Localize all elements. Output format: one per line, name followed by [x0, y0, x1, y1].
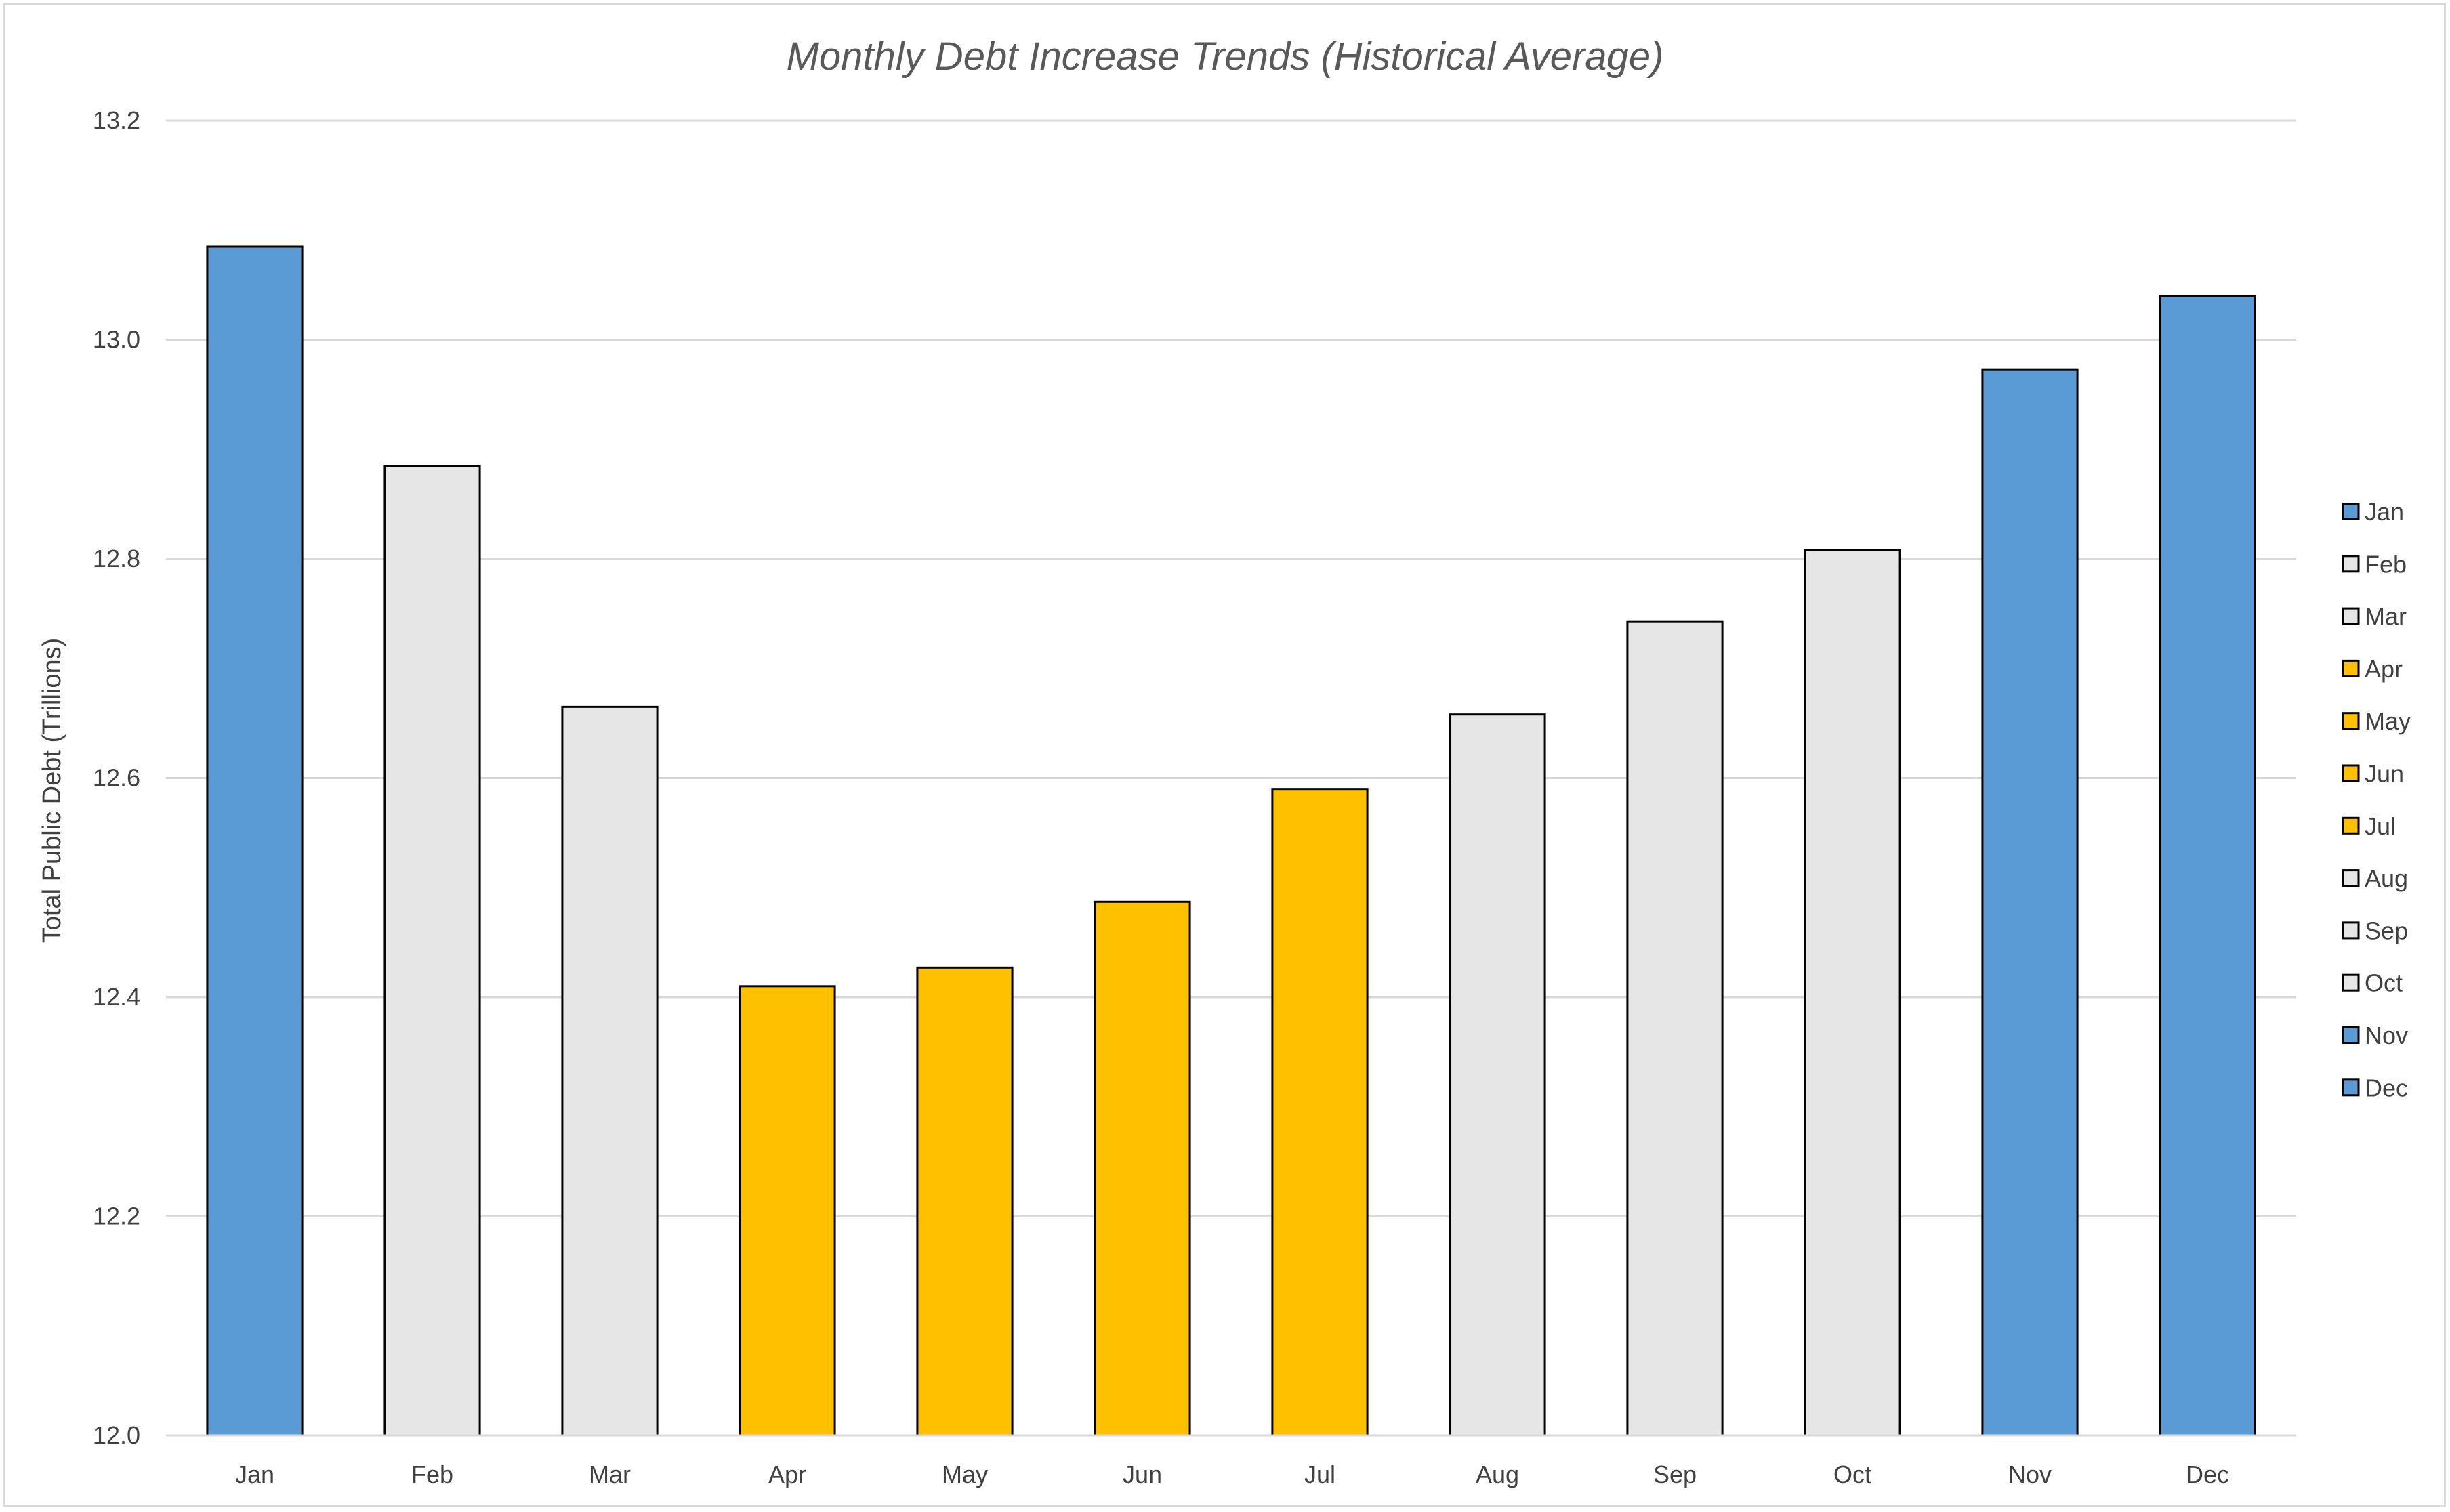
legend-swatch [2342, 1078, 2360, 1097]
y-axis-title: Total Public Debt (Trillions) [38, 638, 66, 944]
y-tick-label: 12.4 [93, 983, 140, 1011]
bar-feb[interactable] [383, 465, 481, 1437]
bar-aug[interactable] [1449, 713, 1546, 1437]
legend-item-mar[interactable]: Mar [2342, 603, 2407, 631]
bar-nov[interactable] [1981, 368, 2079, 1437]
legend-item-jan[interactable]: Jan [2342, 498, 2404, 526]
bar-mar[interactable] [561, 705, 659, 1437]
legend-item-jun[interactable]: Jun [2342, 760, 2404, 788]
legend-item-may[interactable]: May [2342, 707, 2411, 735]
legend-swatch [2342, 973, 2360, 992]
y-tick-label: 12.2 [93, 1202, 140, 1230]
legend-swatch [2342, 921, 2360, 940]
chart-title: Monthly Debt Increase Trends (Historical… [787, 35, 1664, 79]
x-tick-label: May [942, 1461, 988, 1488]
legend-swatch [2342, 1026, 2360, 1044]
y-tick-label: 12.0 [93, 1421, 140, 1449]
legend-label: May [2365, 707, 2411, 735]
y-tick-label: 12.6 [93, 764, 140, 792]
legend-label: Sep [2365, 917, 2408, 944]
bars [206, 245, 2256, 1437]
legend-label: Feb [2365, 550, 2407, 578]
y-tick-label: 12.8 [93, 545, 140, 572]
legend-item-jul[interactable]: Jul [2342, 812, 2396, 840]
chart-frame: Monthly Debt Increase Trends (Historical… [3, 3, 2446, 1507]
legend-swatch [2342, 712, 2360, 730]
legend-label: Oct [2365, 969, 2403, 997]
bar-jun[interactable] [1094, 900, 1191, 1437]
x-tick-label: Sep [1653, 1461, 1697, 1488]
legend-label: Jul [2365, 812, 2396, 840]
legend: Jan Feb Mar Apr May Jun Jul Aug Sep Oct Nov Dec [2342, 498, 2411, 1101]
y-axis-tick-labels: 12.0 12.2 12.4 12.6 12.8 13.0 13.2 [93, 106, 140, 1449]
legend-item-dec[interactable]: Dec [2342, 1074, 2408, 1101]
bar-chart: Monthly Debt Increase Trends (Historical… [38, 35, 2411, 1488]
x-tick-label: Mar [589, 1461, 631, 1488]
legend-item-sep[interactable]: Sep [2342, 917, 2408, 944]
legend-swatch [2342, 607, 2360, 625]
x-tick-label: Feb [411, 1461, 453, 1488]
gridlines [166, 119, 2296, 1217]
x-tick-label: Apr [768, 1461, 806, 1488]
y-tick-label: 13.0 [93, 326, 140, 354]
legend-label: Aug [2365, 864, 2408, 892]
legend-label: Nov [2365, 1022, 2408, 1049]
legend-swatch [2342, 659, 2360, 677]
x-axis-tick-labels: Jan Feb Mar Apr May Jun Jul Aug Sep Oct Nov Dec [235, 1461, 2229, 1488]
legend-label: Jun [2365, 760, 2404, 788]
bar-may[interactable] [916, 966, 1014, 1437]
legend-item-feb[interactable]: Feb [2342, 550, 2407, 578]
bar-apr[interactable] [739, 985, 836, 1437]
bar-jan[interactable] [206, 245, 304, 1437]
legend-item-nov[interactable]: Nov [2342, 1022, 2408, 1049]
legend-swatch [2342, 764, 2360, 782]
x-tick-label: Jan [235, 1461, 274, 1488]
x-tick-label: Aug [1476, 1461, 1519, 1488]
legend-swatch [2342, 869, 2360, 887]
x-tick-label: Dec [2186, 1461, 2229, 1488]
x-tick-label: Nov [2008, 1461, 2052, 1488]
x-tick-label: Jun [1123, 1461, 1162, 1488]
x-tick-label: Jul [1304, 1461, 1335, 1488]
legend-label: Dec [2365, 1074, 2408, 1101]
x-tick-label: Oct [1833, 1461, 1871, 1488]
legend-label: Apr [2365, 655, 2403, 683]
legend-item-apr[interactable]: Apr [2342, 655, 2403, 683]
bar-dec[interactable] [2159, 295, 2256, 1437]
bar-jul[interactable] [1271, 788, 1369, 1437]
legend-swatch [2342, 503, 2360, 520]
legend-swatch [2342, 816, 2360, 835]
legend-swatch [2342, 555, 2360, 573]
bar-sep[interactable] [1626, 620, 1724, 1437]
legend-label: Jan [2365, 498, 2404, 526]
legend-label: Mar [2365, 603, 2407, 631]
y-tick-label: 13.2 [93, 106, 140, 134]
legend-item-aug[interactable]: Aug [2342, 864, 2408, 892]
bar-oct[interactable] [1804, 549, 1901, 1437]
legend-item-oct[interactable]: Oct [2342, 969, 2403, 997]
